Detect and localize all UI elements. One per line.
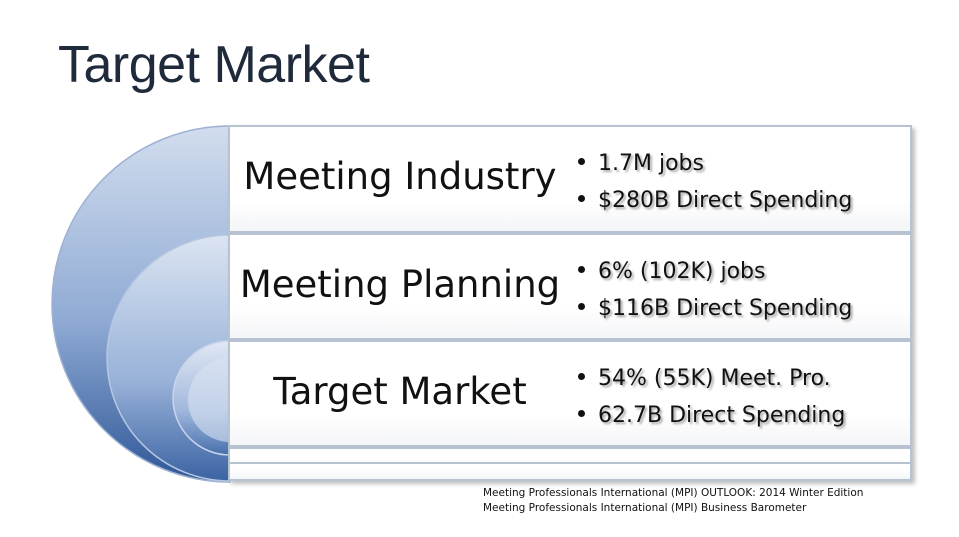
bullet-item: $116B Direct Spending — [578, 290, 852, 327]
bullet-list: 54% (55K) Meet. Pro. 62.7B Direct Spendi… — [578, 360, 845, 434]
bullet-icon — [578, 265, 585, 273]
bullet-text: 62.7B Direct Spending — [598, 403, 846, 428]
tier-target-market: Target Market 54% (55K) Meet. Pro. 62.7B… — [228, 340, 912, 447]
bullet-icon — [578, 372, 585, 380]
bullet-list: 1.7M jobs $280B Direct Spending — [578, 145, 852, 219]
bullet-text: $280B Direct Spending — [598, 188, 853, 213]
bullet-text: 1.7M jobs — [598, 151, 704, 176]
tier-label: Target Market — [273, 370, 527, 413]
divider — [230, 462, 910, 464]
bullet-item: 62.7B Direct Spending — [578, 397, 845, 434]
bullet-item: $280B Direct Spending — [578, 182, 852, 219]
bullet-icon — [578, 157, 585, 165]
bullet-item: 54% (55K) Meet. Pro. — [578, 360, 845, 397]
bullet-item: 6% (102K) jobs — [578, 253, 852, 290]
tier-meeting-industry: Meeting Industry 1.7M jobs $280B Direct … — [228, 125, 912, 233]
bullet-icon — [578, 302, 585, 310]
slide-title: Target Market — [58, 36, 370, 94]
bullet-text: $116B Direct Spending — [598, 296, 853, 321]
bullet-icon — [578, 409, 585, 417]
tier-label: Meeting Planning — [239, 263, 561, 306]
bullet-item: 1.7M jobs — [578, 145, 852, 182]
bullet-text: 6% (102K) jobs — [598, 259, 766, 284]
tier-meeting-planning: Meeting Planning 6% (102K) jobs $116B Di… — [228, 233, 912, 340]
bullet-text: 54% (55K) Meet. Pro. — [598, 366, 831, 391]
tier-base-bar — [228, 447, 912, 481]
bullet-list: 6% (102K) jobs $116B Direct Spending — [578, 253, 852, 327]
bullet-icon — [578, 194, 585, 202]
tier-label: Meeting Industry — [243, 155, 557, 198]
source-notes: Meeting Professionals International (MPI… — [483, 486, 863, 516]
source-line: Meeting Professionals International (MPI… — [483, 502, 807, 514]
source-line: Meeting Professionals International (MPI… — [483, 487, 864, 499]
